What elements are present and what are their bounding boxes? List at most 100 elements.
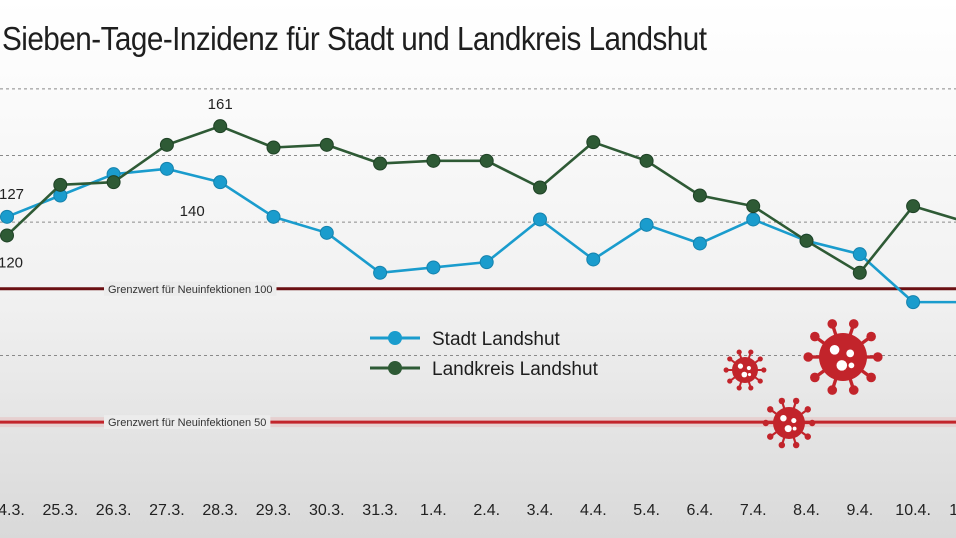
virus-spot: [741, 371, 748, 378]
virus-icon: [723, 349, 767, 391]
data-point: [692, 236, 707, 251]
virus-body: [773, 407, 805, 439]
data-point: [533, 212, 547, 227]
data-point: [586, 252, 601, 267]
virus-spike-tip: [748, 349, 754, 355]
virus-spike-tip: [804, 406, 811, 413]
virus-spot: [784, 425, 792, 433]
x-tick-label: 30.3.: [309, 502, 345, 519]
virus-spike-tip: [792, 397, 800, 405]
data-point: [906, 199, 921, 214]
legend-entry-landkreis: Landkreis Landshut: [370, 359, 599, 380]
data-label: 161: [208, 96, 233, 113]
data-point: [266, 140, 281, 155]
virus-spike-tip: [778, 441, 786, 449]
virus-spike-tip: [727, 356, 733, 362]
x-tick-label: 11.4.: [949, 502, 956, 519]
virus-spot: [792, 426, 797, 431]
data-point: [53, 177, 68, 192]
data-point: [799, 233, 814, 248]
virus-spike-tip: [736, 349, 742, 355]
virus-spot: [848, 362, 855, 369]
virus-spike-tip: [761, 367, 767, 373]
x-tick-label: 25.3.: [43, 502, 79, 519]
data-point: [373, 265, 388, 280]
virus-spike-tip: [804, 433, 811, 440]
data-point: [213, 119, 228, 134]
virus-spike-tip: [827, 319, 838, 329]
virus-body: [732, 357, 758, 383]
data-point: [159, 137, 174, 152]
x-tick-label: 7.4.: [740, 502, 767, 519]
virus-spike-tip: [866, 331, 876, 342]
virus-spike-tip: [748, 385, 754, 391]
virus-spike-tip: [866, 372, 876, 383]
x-tick-label: 24.3.: [0, 502, 25, 519]
chart-title: Sieben-Tage-Inzidenz für Stadt und Landk…: [2, 20, 707, 57]
gridlines: [0, 88, 956, 356]
virus-spike-tip: [778, 397, 786, 405]
threshold-label: Grenzwert für Neuinfektionen 100: [108, 284, 272, 296]
data-point: [319, 225, 334, 240]
x-tick-label: 26.3.: [96, 502, 132, 519]
x-axis: 24.3. 25.3. 26.3. 27.3. 28.3. 29.3. 30.3. 31.3.…: [0, 502, 956, 519]
data-label: 140: [180, 203, 205, 220]
virus-spike-tip: [803, 352, 813, 362]
data-point: [266, 209, 281, 224]
data-point: [906, 295, 921, 310]
data-point: [692, 188, 707, 203]
x-tick-label: 31.3.: [362, 502, 398, 519]
data-point: [479, 255, 494, 270]
data-point: [639, 217, 654, 232]
data-point: [852, 265, 867, 280]
data-labels: 127 120 161 140: [0, 96, 233, 271]
virus-spot: [829, 345, 840, 355]
virus-spike-tip: [762, 419, 769, 427]
data-point: [426, 260, 441, 275]
virus-spike-tip: [767, 406, 774, 413]
x-tick-label: 28.3.: [202, 502, 238, 519]
virus-body: [819, 333, 867, 381]
virus-spike-tip: [727, 378, 733, 384]
data-point: [479, 153, 494, 168]
x-tick-label: 6.4.: [687, 502, 714, 519]
virus-icon: [803, 319, 883, 395]
data-point: [586, 135, 601, 150]
data-point: [213, 175, 228, 190]
data-point: [746, 199, 761, 214]
data-point: [0, 209, 14, 224]
virus-spot: [780, 415, 787, 422]
virus-spike-tip: [757, 378, 763, 384]
virus-spike-tip: [827, 385, 838, 395]
x-tick-label: 29.3.: [256, 502, 292, 519]
data-point: [0, 228, 14, 243]
x-tick-label: 10.4.: [895, 502, 931, 519]
data-point: [159, 161, 174, 176]
x-tick-label: 8.4.: [793, 502, 820, 519]
virus-spot: [746, 365, 751, 371]
virus-illustrations: [723, 319, 883, 449]
x-tick-label: 5.4.: [633, 502, 660, 519]
legend-swatch-marker: [388, 331, 402, 345]
data-label: 127: [0, 186, 24, 203]
threshold-label: Grenzwert für Neuinfektionen 50: [108, 417, 266, 429]
data-point: [106, 175, 121, 190]
legend-swatch-marker: [388, 361, 402, 375]
data-point: [852, 247, 867, 262]
legend-entry-stadt: Stadt Landshut: [370, 329, 561, 350]
virus-spot: [846, 349, 855, 358]
data-point: [426, 153, 441, 168]
data-label: 120: [0, 254, 23, 271]
virus-spike-tip: [757, 356, 763, 362]
legend-label: Landkreis Landshut: [432, 359, 599, 380]
virus-spike-tip: [810, 372, 820, 383]
data-point: [746, 212, 761, 227]
series-landkreis-landshut: [0, 119, 956, 280]
virus-spike-tip: [792, 441, 800, 449]
threshold-line-100: Grenzwert für Neuinfektionen 100: [0, 281, 956, 296]
virus-spike-tip: [736, 385, 742, 391]
x-tick-label: 4.4.: [580, 502, 607, 519]
virus-spot: [747, 372, 752, 377]
x-tick-label: 2.4.: [473, 502, 500, 519]
